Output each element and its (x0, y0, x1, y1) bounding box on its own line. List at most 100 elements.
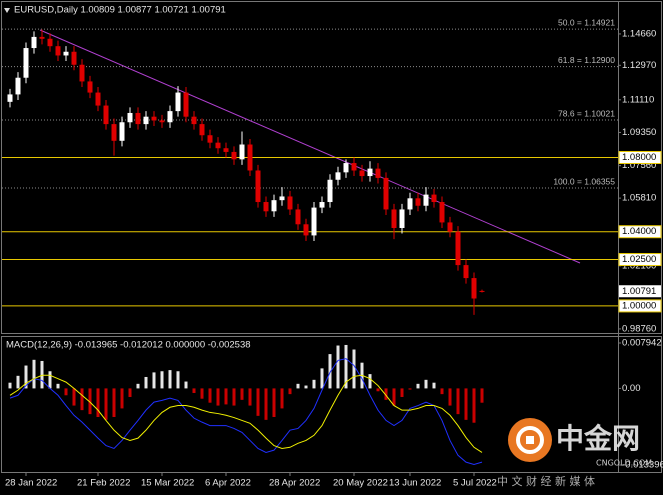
candle-body (207, 135, 213, 143)
candle-body (231, 151, 237, 160)
macd-histogram-bar (288, 388, 292, 395)
candle-body (327, 179, 333, 203)
macd-histogram-bar (248, 388, 252, 406)
macd-histogram-bar (272, 388, 276, 417)
level-label: 1.04000 (622, 226, 656, 237)
candle-body (391, 209, 397, 228)
macd-histogram-bar (392, 388, 396, 406)
fibo-label: 78.6 = 1.10021 (558, 108, 615, 118)
macd-histogram-bar (416, 383, 420, 389)
candle-body (191, 116, 197, 125)
level-box (618, 150, 662, 164)
fibo-label: 100.0 = 1.06355 (553, 176, 615, 186)
macd-histogram-bar (240, 388, 244, 400)
x-tick-label: 13 Jun 2022 (389, 478, 441, 489)
candle-body (95, 92, 101, 106)
macd-histogram-bar (200, 388, 204, 399)
candle-body (351, 163, 357, 171)
candle-body (23, 48, 29, 78)
macd-histogram-bar (112, 388, 116, 417)
y-tick-label: 1.14660 (622, 28, 656, 39)
watermark-site: CNGOLD.COM (596, 459, 652, 468)
candle-body (71, 51, 77, 65)
macd-histogram-bar (176, 371, 180, 389)
candle-body (263, 202, 269, 212)
y-tick-label: 0.98760 (622, 323, 656, 334)
macd-histogram-bar (256, 388, 260, 416)
macd-histogram-bar (336, 345, 340, 389)
x-tick-label: 28 Apr 2022 (269, 478, 320, 489)
candle-body (383, 177, 389, 210)
last-price-label: 1.00791 (622, 286, 656, 297)
x-tick-label: 6 Apr 2022 (205, 478, 251, 489)
candle-body (87, 81, 93, 93)
level-box (618, 299, 662, 313)
macd-histogram-bar (384, 388, 388, 400)
macd-histogram-bar (80, 388, 84, 411)
macd-histogram-bar (8, 382, 12, 389)
candle-body (143, 116, 149, 125)
candle-body (159, 120, 165, 123)
candle-body (367, 168, 373, 177)
chart-title: EURUSD,Daily 1.00809 1.00877 1.00721 1.0… (14, 5, 226, 16)
price-panel-border (1, 1, 662, 334)
watermark-tagline: 中 文 财 经 新 媒 体 (497, 474, 595, 488)
candle-body (447, 222, 453, 232)
macd-line (9, 358, 483, 465)
candle-body (79, 64, 85, 82)
macd-histogram-bar (320, 368, 324, 389)
candle-body (359, 170, 365, 177)
y-tick-label: 1.12970 (622, 60, 656, 71)
candle-body (135, 112, 141, 125)
candle-body (311, 207, 317, 236)
candle-body (423, 194, 429, 206)
candle-body (183, 92, 189, 117)
macd-histogram-bar (208, 388, 212, 403)
candle-body (463, 265, 469, 279)
macd-histogram-bar (352, 349, 356, 389)
y-tick-label: 1.11110 (622, 94, 654, 105)
macd-histogram-bar (424, 379, 428, 389)
macd-histogram-bar (32, 359, 36, 389)
candle-body (439, 202, 445, 223)
macd-line (9, 374, 483, 453)
y-tick-label: 1.09350 (622, 127, 656, 138)
macd-histogram-bar (304, 385, 308, 389)
macd-histogram-bar (152, 372, 156, 389)
macd-histogram-bar (216, 388, 220, 406)
macd-histogram-bar (480, 388, 484, 403)
macd-histogram-bar (72, 388, 76, 406)
macd-histogram-bar (128, 388, 132, 397)
macd-histogram-bar (400, 388, 404, 397)
macd-histogram-bar (56, 383, 60, 389)
symbol-menu-icon[interactable] (4, 8, 10, 13)
macd-histogram-bar (88, 388, 92, 415)
candle-body (55, 46, 61, 56)
candle-body (111, 124, 117, 141)
macd-histogram-bar (328, 354, 332, 389)
macd-histogram-bar (104, 388, 108, 420)
trend-line (39, 29, 581, 264)
macd-histogram-bar (312, 379, 316, 389)
x-tick-label: 15 Mar 2022 (141, 478, 194, 489)
watermark-logo-ring (516, 426, 544, 454)
candle-body (223, 148, 229, 152)
last-price-box (619, 285, 661, 298)
candle-body (199, 124, 205, 136)
candle-body (7, 94, 13, 102)
macd-histogram-bar (192, 388, 196, 393)
watermark-logo-center (526, 436, 534, 444)
macd-histogram-bar (24, 365, 28, 389)
candle-body (319, 202, 325, 208)
macd-histogram-bar (232, 388, 236, 406)
candle-body (471, 278, 477, 299)
candle-body (167, 111, 173, 123)
candle-body (287, 196, 293, 210)
candle-body (215, 142, 221, 149)
macd-histogram-bar (472, 388, 476, 423)
candle-body (31, 36, 37, 49)
macd-histogram-bar (432, 382, 436, 389)
candle-body (479, 290, 485, 292)
level-label: 1.08000 (622, 152, 656, 163)
macd-histogram-bar (48, 371, 52, 389)
